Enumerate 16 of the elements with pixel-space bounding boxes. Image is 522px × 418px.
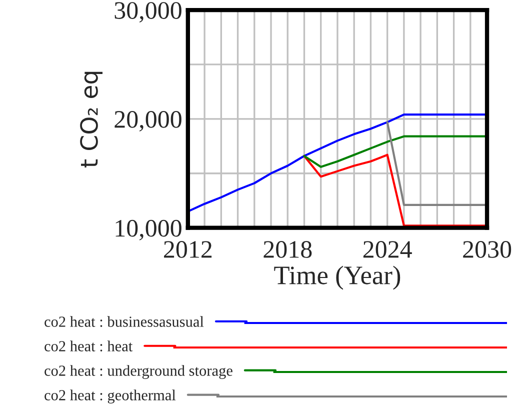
y-axis-title: t CO₂ eq — [80, 72, 103, 168]
x-tick-label: 2024 — [363, 241, 412, 258]
x-tick-label: 2030 — [463, 241, 512, 258]
x-tick-label: 2018 — [264, 241, 312, 258]
y-tick-label: 30,000 — [114, 2, 182, 23]
x-axis-title: Time (Year) — [274, 266, 400, 290]
legend-label: co2 heat : geothermal — [44, 390, 176, 404]
legend-label: co2 heat : heat — [44, 340, 133, 352]
line-series — [303, 135, 488, 168]
y-tick-label: 10,000 — [116, 220, 182, 240]
line-series — [303, 154, 488, 227]
legend-label: co2 heat : underground storage — [44, 365, 232, 379]
y-tick-label: 20,000 — [114, 110, 182, 132]
line-series — [188, 114, 488, 213]
x-tick-label: 2012 — [164, 241, 212, 258]
legend-label: co2 heat : businessasusual — [44, 316, 204, 327]
